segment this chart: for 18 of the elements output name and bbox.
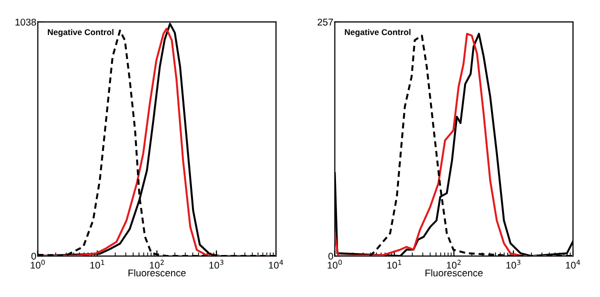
x-tick-label: 10$^{0}$ <box>30 260 45 269</box>
x-tick-label: 10$^{1}$ <box>387 260 402 269</box>
y-tick-label: 257 <box>318 18 333 26</box>
y-tick-label: 1038 <box>16 18 36 26</box>
x-axis-title: Fluorescence <box>426 269 483 276</box>
y-tick-label: 0 <box>31 252 36 260</box>
y-tick-label: 0 <box>328 252 334 260</box>
x-tick-label: 10$^{4}$ <box>566 260 580 269</box>
x-tick-label: 10$^{2}$ <box>150 260 164 269</box>
annotation: Negative Control <box>344 29 410 37</box>
x-tick-label: 10$^{2}$ <box>446 260 461 269</box>
x-tick-label: 10$^{4}$ <box>268 260 284 269</box>
x-tick-label: 10$^{3}$ <box>209 260 224 269</box>
annotation: Negative Control <box>48 29 114 37</box>
x-tick-label: 10$^{3}$ <box>506 260 520 269</box>
x-tick-label: 10$^{1}$ <box>90 260 104 269</box>
x-tick-label: 10$^{0}$ <box>328 260 342 269</box>
x-axis-title: Fluorescence <box>128 269 186 276</box>
